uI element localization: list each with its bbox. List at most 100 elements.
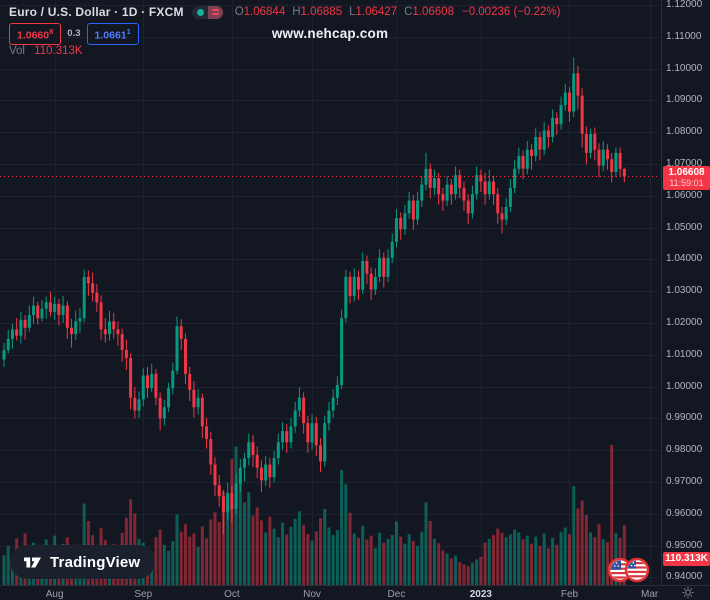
volume-bar xyxy=(555,544,559,585)
volume-bar xyxy=(361,525,365,585)
gear-icon[interactable] xyxy=(681,586,695,599)
candle-body xyxy=(86,276,90,284)
volume-bar xyxy=(462,564,466,585)
candle-body xyxy=(567,92,571,112)
candle-body xyxy=(593,133,597,150)
volume-bar xyxy=(525,535,529,585)
volume-bar xyxy=(6,545,10,585)
volume-bar xyxy=(622,525,626,585)
candle-body xyxy=(276,442,280,459)
volume-bar xyxy=(335,530,339,585)
candle-body xyxy=(618,152,622,169)
candle-body xyxy=(610,159,614,172)
candle-body xyxy=(200,397,204,427)
volume-value: 110.313K xyxy=(34,45,83,57)
candle-body xyxy=(517,156,521,169)
candle-body xyxy=(205,426,209,440)
candle-body xyxy=(36,305,40,319)
volume-bar xyxy=(272,528,276,585)
candle-body xyxy=(441,194,445,201)
symbol-title[interactable]: Euro / U.S. Dollar · 1D · FXCM xyxy=(9,5,184,19)
candle-body xyxy=(394,218,398,242)
usd-flag-icon xyxy=(624,557,650,583)
candle-body xyxy=(555,117,559,125)
volume-bar xyxy=(589,532,593,585)
volume-bar xyxy=(559,531,563,585)
legend-toggle-switch[interactable] xyxy=(191,5,223,19)
volume-label[interactable]: Vol xyxy=(9,45,25,57)
candle-body xyxy=(572,73,576,112)
volume-bar xyxy=(179,531,183,585)
candle-body xyxy=(133,397,137,411)
candle-body xyxy=(601,149,605,166)
candle-body xyxy=(82,276,86,319)
volume-bar xyxy=(196,547,200,585)
candle-body xyxy=(344,276,348,319)
candle-body xyxy=(91,283,95,293)
sell-button[interactable]: 1.06608 xyxy=(9,23,62,45)
volume-bar xyxy=(243,502,247,585)
candle-body xyxy=(525,149,529,169)
candle-body xyxy=(196,397,200,408)
volume-bar xyxy=(454,555,458,585)
candle-body xyxy=(487,181,491,195)
volume-bar xyxy=(601,539,605,585)
candle-body xyxy=(382,257,386,277)
candle-body xyxy=(289,426,293,443)
volume-bar xyxy=(458,562,462,585)
volume-bar xyxy=(470,562,474,585)
candle-body xyxy=(352,276,356,296)
candle-body xyxy=(513,168,517,188)
site-watermark: www.nehcap.com xyxy=(271,26,389,41)
candle-body xyxy=(65,305,69,328)
candle-body xyxy=(19,319,23,336)
time-axis-label: Nov xyxy=(303,589,321,600)
time-axis-label: Mar xyxy=(641,589,659,600)
volume-bar xyxy=(369,535,373,585)
toggle-bars-icon xyxy=(207,5,223,19)
candle-body xyxy=(356,276,360,290)
volume-bar xyxy=(314,531,318,585)
candle-body xyxy=(327,410,331,424)
price-axis-label: 1.00000 xyxy=(666,380,703,392)
time-axis-separator[interactable] xyxy=(0,585,710,586)
price-axis-label: 0.97000 xyxy=(666,476,703,487)
volume-bar xyxy=(2,555,6,585)
volume-bar xyxy=(534,536,538,585)
volume-bar xyxy=(479,556,483,585)
candle-body xyxy=(264,464,268,481)
candle-body xyxy=(580,95,584,134)
candle-body xyxy=(150,373,154,389)
volume-bar xyxy=(504,537,508,585)
low-value: 1.06427 xyxy=(355,6,398,18)
candle-body xyxy=(2,350,6,360)
volume-bar xyxy=(323,509,327,585)
candle-body xyxy=(538,136,542,150)
candle-body xyxy=(213,464,217,486)
candle-body xyxy=(243,458,247,468)
volume-bar xyxy=(319,518,322,585)
volume-bar xyxy=(356,537,360,585)
tradingview-logo[interactable]: TradingView xyxy=(10,545,156,579)
volume-bar xyxy=(365,539,369,585)
candle-body xyxy=(293,410,297,427)
volume-bar xyxy=(538,545,542,585)
candle-body xyxy=(44,302,48,309)
volume-bar xyxy=(247,492,251,585)
volume-bar xyxy=(310,540,314,585)
price-axis-separator[interactable] xyxy=(661,0,662,586)
candle-body xyxy=(192,389,196,408)
candle-body xyxy=(188,373,192,390)
volume-bar xyxy=(154,537,158,585)
volume-bar xyxy=(403,543,407,585)
candle-body xyxy=(504,206,508,220)
toggle-dot-icon xyxy=(196,8,204,16)
buy-button[interactable]: 1.06611 xyxy=(86,23,139,45)
high-value: 1.06885 xyxy=(300,6,343,18)
candle-body xyxy=(500,213,504,220)
last-price-value: 1.06608 xyxy=(668,167,705,178)
volume-bar xyxy=(551,537,555,585)
candle-body xyxy=(74,321,78,335)
volume-bar xyxy=(546,548,550,585)
